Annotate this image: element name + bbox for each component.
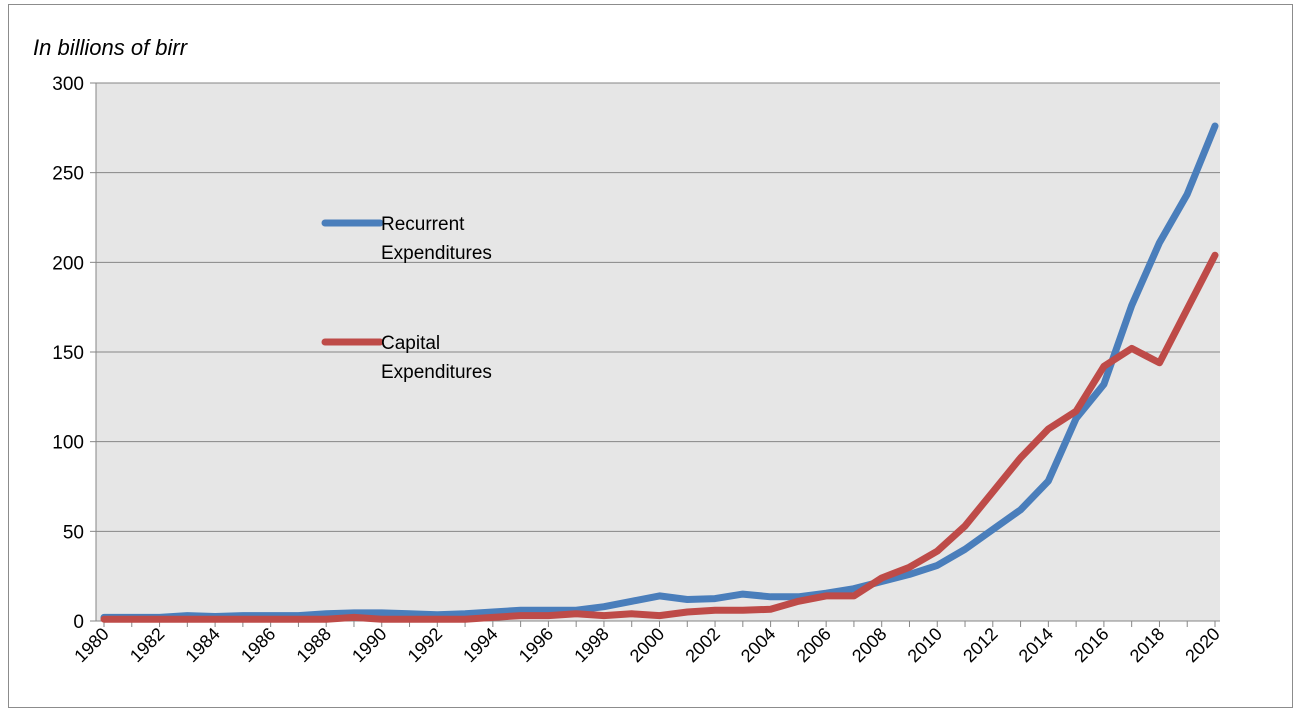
x-tick-label: 2008 xyxy=(848,624,890,666)
legend: Recurrent Expenditures Capital Expenditures xyxy=(321,214,492,383)
x-tick-label: 1988 xyxy=(293,624,335,666)
x-tick-label: 2016 xyxy=(1070,624,1112,666)
x-tick-label: 2004 xyxy=(737,624,779,666)
y-tick-label: 100 xyxy=(52,433,84,454)
x-tick-label: 2002 xyxy=(681,624,723,666)
x-axis-ticks: 1980 1982 1984 1986 1988 1990 1992 1994 1996 1998… xyxy=(70,621,1224,666)
gridlines xyxy=(96,82,1220,532)
series-line-capital xyxy=(100,251,1219,623)
x-tick-label: 1984 xyxy=(181,624,223,666)
x-tick-label: 2000 xyxy=(626,624,668,666)
series-line-recurrent xyxy=(100,122,1219,621)
x-tick-label: 1982 xyxy=(126,624,168,666)
y-tick-label: 150 xyxy=(52,343,84,364)
series-lines xyxy=(100,122,1219,623)
y-axis-ticks: 0 50 100 150 200 250 300 xyxy=(52,74,96,633)
legend-label: Recurrent Expenditures xyxy=(381,214,492,264)
chart-frame: 0 50 100 150 200 250 300 1980 1982 1984 1986 1988 1… xyxy=(8,4,1293,708)
y-tick-label: 0 xyxy=(73,612,84,633)
x-tick-label: 2014 xyxy=(1015,624,1057,666)
y-tick-label: 250 xyxy=(52,164,84,185)
x-tick-label: 1994 xyxy=(459,624,501,666)
legend-label: Capital Expenditures xyxy=(381,333,492,383)
y-unit-label: In billions of birr xyxy=(33,35,189,60)
x-tick-label: 2006 xyxy=(793,624,835,666)
y-tick-label: 300 xyxy=(52,74,84,95)
x-tick-label: 1990 xyxy=(348,624,390,666)
x-tick-label: 2018 xyxy=(1126,624,1168,666)
x-tick-label: 1998 xyxy=(570,624,612,666)
x-tick-label: 2012 xyxy=(959,624,1001,666)
x-tick-label: 1996 xyxy=(515,624,557,666)
x-tick-label: 2010 xyxy=(904,624,946,666)
x-tick-label: 1986 xyxy=(237,624,279,666)
x-tick-label: 1992 xyxy=(404,624,446,666)
y-tick-label: 50 xyxy=(63,522,84,543)
x-tick-label: 2020 xyxy=(1181,624,1223,666)
y-tick-label: 200 xyxy=(52,253,84,274)
